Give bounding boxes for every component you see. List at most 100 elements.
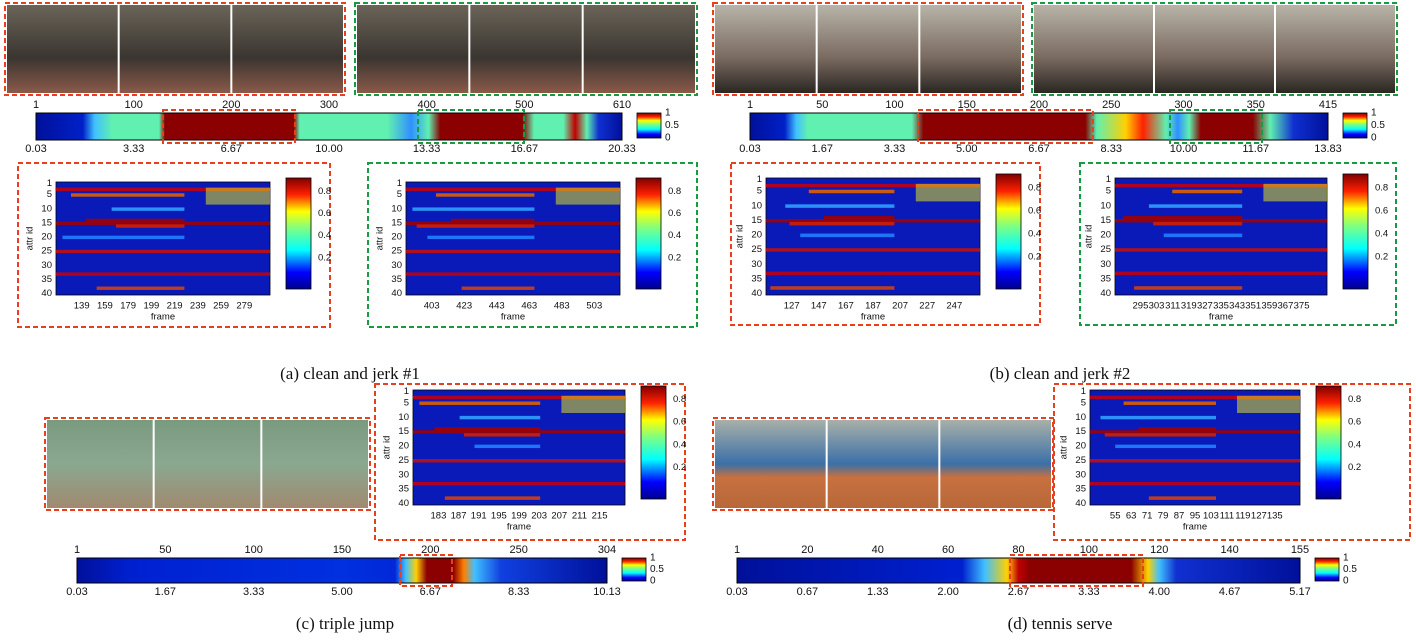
caption: (c) triple jump (296, 614, 394, 633)
colorbar-tick-label: 0 (650, 576, 656, 587)
attr-tick-label: 35 (1100, 273, 1111, 284)
heatmap-stripe (56, 250, 270, 253)
frame-tick-label: 195 (491, 511, 507, 522)
heatmap-patch (556, 188, 620, 205)
colorbar-tick-label: 0.8 (673, 394, 686, 405)
frame-tick-label: 1 (747, 99, 753, 111)
heatmap-stripe (766, 272, 980, 276)
colorbar-tick-label: 0.8 (1028, 182, 1041, 193)
heatmap-colorbar (996, 174, 1021, 289)
colorbar-tick-label: 0.4 (1348, 439, 1361, 450)
frame-tick-label: 100 (124, 99, 142, 111)
time-tick-label: 0.03 (66, 586, 87, 598)
frame-tick-label: 40 (872, 544, 884, 556)
attr-tick-label: 20 (41, 232, 52, 243)
attr-tick-label: 10 (398, 412, 409, 423)
caption: (a) clean and jerk #1 (280, 364, 420, 383)
colorbar-tick-label: 0.6 (318, 208, 331, 219)
heatmap-colorbar (286, 178, 311, 289)
time-tick-label: 2.00 (937, 586, 958, 598)
frame-tick-label: 200 (1030, 99, 1048, 111)
time-tick-label: 6.67 (420, 586, 441, 598)
video-frame (262, 420, 368, 508)
video-frame (232, 5, 343, 93)
heatmap-stripe (1134, 286, 1242, 290)
attr-tick-label: 5 (397, 189, 402, 200)
attr-tick-label: 25 (398, 455, 409, 466)
heatmap-stripe (116, 224, 184, 227)
frame-tick-label: 200 (222, 99, 240, 111)
x-axis-label: frame (501, 312, 525, 323)
frame-tick-label: 127 (784, 301, 800, 312)
frame-tick-label: 100 (885, 99, 903, 111)
attr-tick-label: 40 (751, 288, 762, 299)
heatmap-patch (1263, 184, 1327, 202)
video-frame (828, 420, 939, 508)
heatmap-stripe (427, 236, 534, 239)
heatmap-stripe (412, 207, 534, 210)
y-axis-label: attr id (735, 225, 746, 249)
heatmap-colorbar (636, 178, 661, 289)
frame-tick-label: 350 (1247, 99, 1265, 111)
colorbar-tick-label: 0.6 (1028, 205, 1041, 216)
frame-tick-label: 375 (1294, 301, 1310, 312)
video-frame (155, 420, 261, 508)
frame-tick-label: 211 (572, 511, 587, 522)
y-axis-label: attr id (382, 436, 393, 460)
frame-tick-label: 150 (958, 99, 976, 111)
attr-tick-label: 25 (41, 246, 52, 257)
time-tick-label: 3.33 (123, 143, 144, 155)
frame-tick-label: 120 (1150, 544, 1168, 556)
frame-tick-label: 311 (1165, 301, 1180, 312)
heatmap-stripe (790, 222, 895, 226)
time-tick-label: 13.33 (413, 143, 441, 155)
frame-tick-label: 503 (586, 301, 602, 312)
frame-tick-label: 127 (1251, 511, 1267, 522)
frame-tick-label: 443 (489, 301, 505, 312)
frame-tick-label: 415 (1319, 99, 1337, 111)
attr-tick-label: 15 (391, 217, 402, 228)
attr-tick-label: 40 (1100, 288, 1111, 299)
colorbar-tick-label: 0.8 (318, 186, 331, 197)
heatmap-stripe (1124, 402, 1216, 405)
frame-tick-label: 187 (865, 301, 881, 312)
frame-tick-label: 60 (942, 544, 954, 556)
colorbar-tick-label: 0.8 (1375, 182, 1388, 193)
frame-tick-label: 199 (143, 301, 159, 312)
time-tick-label: 5.00 (331, 586, 352, 598)
time-tick-label: 3.33 (1078, 586, 1099, 598)
heatmap-stripe (464, 433, 540, 436)
heatmap-stripe (56, 272, 270, 275)
frame-tick-label: 103 (1203, 511, 1219, 522)
time-tick-label: 4.00 (1149, 586, 1170, 598)
heatmap-stripe (406, 272, 620, 275)
heatmap-stripe (1090, 482, 1300, 485)
heatmap-colorbar (1316, 386, 1341, 499)
timeline-bar (77, 558, 607, 583)
frame-tick-label: 215 (592, 511, 608, 522)
frame-tick-label: 20 (801, 544, 813, 556)
attr-tick-label: 5 (404, 397, 409, 408)
x-axis-label: frame (861, 312, 885, 323)
attr-tick-label: 15 (1100, 215, 1111, 226)
heatmap-patch (561, 396, 625, 413)
attr-tick-label: 35 (1075, 484, 1086, 495)
frame-tick-label: 100 (244, 544, 262, 556)
frame-tick-label: 400 (417, 99, 435, 111)
heatmap-stripe (1153, 222, 1242, 226)
frame-tick-label: 111 (1220, 511, 1234, 522)
frame-tick-label: 239 (190, 301, 206, 312)
timeline-bar (737, 558, 1300, 583)
colorbar-tick-label: 0 (1343, 576, 1349, 587)
x-axis-label: frame (151, 312, 175, 323)
heatmap-colorbar (641, 386, 666, 499)
frame-tick-label: 71 (1142, 511, 1153, 522)
time-tick-label: 13.83 (1314, 143, 1342, 155)
timeline-bar (750, 113, 1328, 140)
heatmap-stripe (1115, 272, 1327, 276)
frame-tick-label: 1 (74, 544, 80, 556)
heatmap-stripe (419, 402, 540, 405)
heatmap-stripe (112, 207, 185, 210)
heatmap-stripe (809, 190, 895, 194)
frame-tick-label: 359 (1261, 301, 1277, 312)
